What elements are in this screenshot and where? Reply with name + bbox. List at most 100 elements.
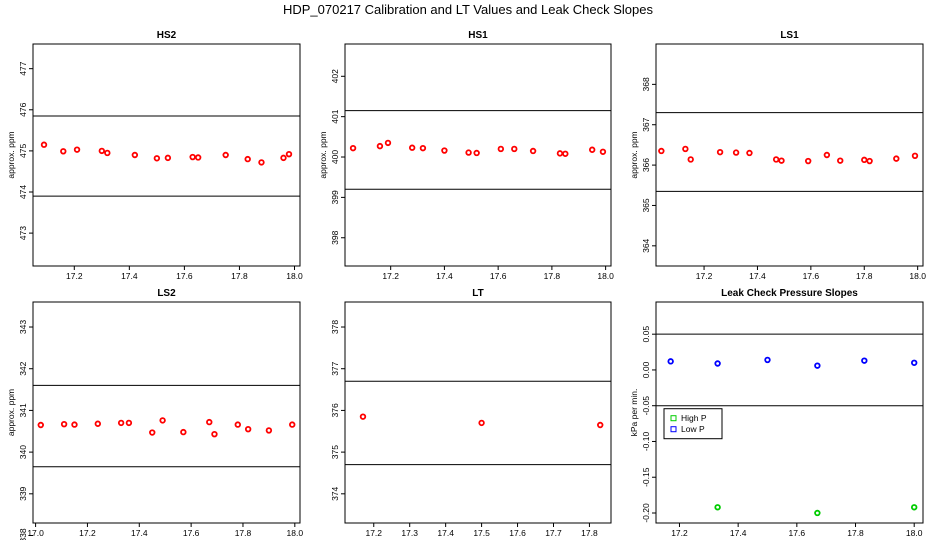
y-tick-label: 368 [641, 77, 651, 91]
data-point [73, 146, 81, 153]
chart-panel-6: Leak Check Pressure Slopes 17.2 17.4 17.6 17… [629, 288, 924, 538]
data-point [837, 157, 844, 164]
data-point [814, 509, 821, 517]
y-tick-label: 474 [18, 185, 28, 199]
plot-frame [32, 301, 301, 524]
data-point [804, 157, 812, 165]
data-point [732, 149, 740, 156]
data-point [164, 154, 172, 162]
data-point [280, 154, 287, 162]
y-tick-label: 338 [18, 528, 28, 540]
y-tick-label: -0.20 [641, 503, 651, 523]
data-point [658, 147, 665, 155]
x-tick-label: 17.4 [730, 528, 747, 538]
data-point [349, 144, 357, 152]
y-tick-label: 400 [330, 150, 340, 164]
data-point [599, 148, 607, 155]
y-tick-label: 0.00 [641, 361, 651, 378]
data-point [289, 421, 296, 428]
x-tick-label: 17.6 [176, 271, 193, 281]
y-tick-label: 375 [330, 445, 340, 459]
data-point [71, 421, 78, 428]
data-point [772, 156, 780, 163]
x-tick-label: 18.0 [597, 271, 614, 281]
y-tick-label: 477 [18, 61, 28, 75]
data-point [861, 357, 868, 364]
y-axis-label: approx. ppm [6, 131, 16, 178]
panel-title: Leak Check Pressure Slopes [721, 288, 858, 299]
data-point [94, 420, 102, 427]
y-tick-label: 476 [18, 102, 28, 116]
x-tick-label: 17.2 [696, 271, 713, 281]
data-point [529, 147, 537, 155]
x-tick-label: 17.8 [544, 271, 561, 281]
y-tick-label: 340 [18, 445, 28, 459]
y-tick-label: 398 [330, 230, 340, 244]
chart-panel-3: LS1 17.2 17.4 17.6 17.8 18.0 364 365 366 367 368 ap… [629, 30, 926, 281]
y-axis-label: approx. ppm [6, 389, 16, 436]
legend-label: Low P [681, 424, 705, 434]
data-point [441, 147, 448, 154]
x-tick-label: 17.7 [545, 528, 562, 538]
legend-box [663, 408, 723, 440]
data-point [189, 153, 196, 161]
x-tick-label: 17.8 [847, 528, 864, 538]
x-tick-label: 17.2 [382, 271, 399, 281]
x-tick-label: 17.6 [509, 528, 526, 538]
y-tick-label: 401 [330, 109, 340, 123]
data-point [893, 155, 900, 162]
data-point [60, 420, 68, 428]
data-point [478, 419, 485, 427]
x-tick-label: 17.2 [66, 271, 83, 281]
data-point [562, 150, 569, 157]
chart-panel-2: HS1 17.2 17.4 17.6 17.8 18.0 398 399 400 401 402 ap… [318, 30, 614, 281]
y-tick-label: -0.10 [641, 432, 651, 452]
data-point [814, 362, 821, 369]
data-point [588, 146, 596, 153]
y-tick-label: 0.05 [641, 326, 651, 343]
plot-frame [655, 301, 924, 524]
data-point [716, 148, 724, 156]
y-tick-label: 376 [330, 403, 340, 417]
legend-label: High P [681, 413, 707, 423]
panel-title: HS1 [468, 30, 488, 41]
data-point [778, 157, 785, 164]
y-tick-label: 374 [330, 486, 340, 500]
x-tick-label: 17.4 [121, 271, 138, 281]
panel-title: HS2 [157, 30, 177, 41]
data-point [465, 149, 472, 156]
data-point [687, 156, 694, 163]
data-point [244, 155, 251, 163]
y-tick-label: 342 [18, 361, 28, 375]
data-point [98, 147, 106, 155]
data-point [180, 428, 187, 436]
x-tick-label: 17.2 [671, 528, 688, 538]
y-tick-label: 399 [330, 190, 340, 204]
x-tick-label: 17.6 [183, 528, 200, 538]
y-axis-label: kPa per min. [629, 389, 639, 437]
x-tick-label: 18.0 [287, 528, 304, 538]
y-tick-label: 377 [330, 361, 340, 375]
data-point [244, 425, 252, 433]
x-tick-label: 17.4 [436, 271, 453, 281]
y-tick-label: 339 [18, 486, 28, 500]
x-tick-label: 17.2 [365, 528, 382, 538]
data-point [911, 152, 919, 160]
data-point [497, 145, 505, 153]
data-point [910, 504, 918, 511]
data-point [258, 159, 265, 166]
data-point [764, 356, 771, 364]
panel-title: LS1 [780, 30, 799, 41]
data-point [473, 149, 480, 157]
data-point [60, 148, 67, 155]
data-point [222, 151, 229, 159]
y-tick-label: 365 [641, 198, 651, 212]
y-tick-label: 341 [18, 403, 28, 417]
data-point [682, 145, 689, 153]
legend-swatch [670, 415, 677, 422]
y-tick-label: 364 [641, 238, 651, 252]
data-point [556, 150, 564, 157]
plot-frame [655, 43, 924, 267]
